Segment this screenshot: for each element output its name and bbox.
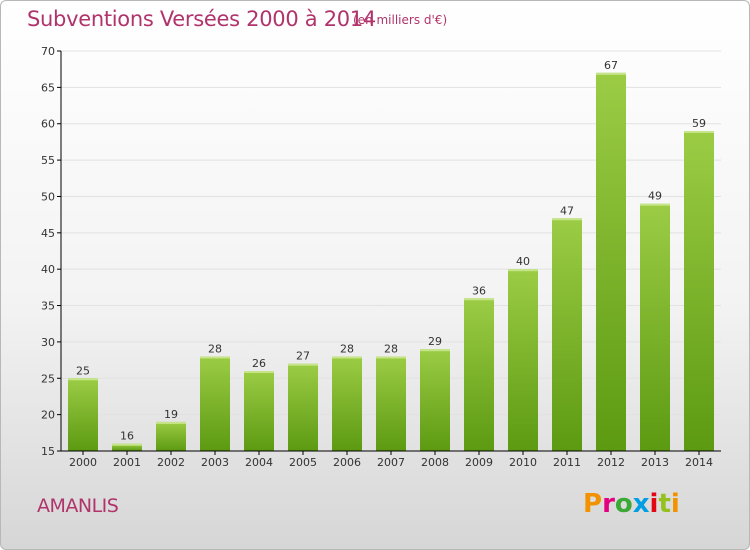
proxiti-logo[interactable]: Proxiti [583, 489, 680, 519]
bar-top-edge [156, 421, 186, 424]
data-label-2011: 47 [560, 204, 574, 217]
x-tick-label-2007: 2007 [377, 456, 405, 469]
bar-2004 [244, 371, 274, 451]
chart-title: Subventions Versées 2000 à 2014 [27, 7, 376, 31]
logo-letter: i [670, 489, 680, 519]
data-label-2001: 16 [120, 430, 134, 443]
chart-subtitle: (en milliers d'€) [353, 13, 448, 27]
bar-top-edge [244, 371, 274, 373]
data-label-2010: 40 [516, 255, 530, 268]
bar-2005 [288, 363, 318, 451]
bar-top-edge [508, 269, 538, 272]
bar-2012 [596, 72, 626, 452]
bar-2007 [376, 356, 406, 451]
x-tick-label-2010: 2010 [509, 456, 537, 469]
bar-top-edge [420, 349, 450, 352]
x-tick-label-2009: 2009 [465, 456, 493, 469]
bar-top-edge [68, 378, 98, 381]
data-label-2004: 26 [252, 357, 266, 370]
bar-2014 [684, 131, 714, 451]
y-tick-label: 30 [41, 336, 55, 349]
logo-letter: t [658, 489, 671, 519]
x-tick-label-2013: 2013 [641, 456, 669, 469]
logo-letter: r [602, 489, 615, 519]
bar-top-edge [332, 356, 362, 359]
data-label-2006: 28 [340, 342, 354, 355]
bar-2009 [464, 298, 494, 451]
bar-2010 [508, 269, 538, 451]
bar-top-edge [464, 298, 494, 301]
bar-top-edge [376, 356, 406, 359]
logo-letter: P [583, 489, 603, 519]
x-tick-label-2012: 2012 [597, 456, 625, 469]
data-label-2014: 59 [692, 117, 706, 130]
data-label-2013: 49 [648, 190, 662, 203]
data-label-2002: 19 [164, 408, 178, 421]
y-tick-label: 50 [41, 190, 55, 203]
data-label-2008: 29 [428, 335, 442, 348]
data-label-2007: 28 [384, 342, 398, 355]
bar-2013 [640, 203, 670, 451]
x-tick-label-2004: 2004 [245, 456, 273, 469]
bar-top-edge [200, 356, 230, 359]
y-tick-label: 45 [41, 227, 55, 240]
data-label-2003: 28 [208, 342, 222, 355]
y-tick-label: 55 [41, 154, 55, 167]
bar-2001 [112, 443, 142, 451]
y-tick-label: 25 [41, 372, 55, 385]
logo-letter: x [632, 489, 650, 519]
bar-top-edge [112, 443, 142, 446]
data-label-2009: 36 [472, 284, 486, 297]
y-tick-label: 70 [41, 45, 55, 58]
bar-top-edge [684, 131, 714, 133]
x-tick-label-2008: 2008 [421, 456, 449, 469]
logo-letter: i [649, 489, 659, 519]
y-tick-label: 40 [41, 263, 55, 276]
bar-2011 [552, 218, 582, 451]
x-tick-label-2011: 2011 [553, 456, 581, 469]
town-name: AMANLIS [37, 495, 119, 517]
y-tick-label: 20 [41, 409, 55, 422]
logo-letter: o [614, 489, 633, 519]
data-label-2005: 27 [296, 350, 310, 363]
x-tick-label-2000: 2000 [69, 456, 97, 469]
data-label-2000: 25 [76, 364, 90, 377]
bar-top-edge [552, 218, 582, 221]
bar-2000 [68, 378, 98, 451]
x-tick-label-2002: 2002 [157, 456, 185, 469]
y-tick-label: 60 [41, 118, 55, 131]
x-tick-label-2001: 2001 [113, 456, 141, 469]
x-tick-label-2003: 2003 [201, 456, 229, 469]
y-tick-label: 35 [41, 300, 55, 313]
bar-2003 [200, 356, 230, 451]
x-tick-label-2014: 2014 [685, 456, 713, 469]
bar-top-edge [596, 72, 626, 75]
x-tick-label-2005: 2005 [289, 456, 317, 469]
bar-2008 [420, 349, 450, 451]
x-tick-label-2006: 2006 [333, 456, 361, 469]
bar-top-edge [288, 363, 318, 366]
bar-2006 [332, 356, 362, 451]
bar-top-edge [640, 203, 670, 206]
data-label-2012: 67 [604, 59, 618, 72]
y-tick-label: 65 [41, 81, 55, 94]
y-tick-label: 15 [41, 445, 55, 458]
bar-2002 [156, 421, 186, 451]
